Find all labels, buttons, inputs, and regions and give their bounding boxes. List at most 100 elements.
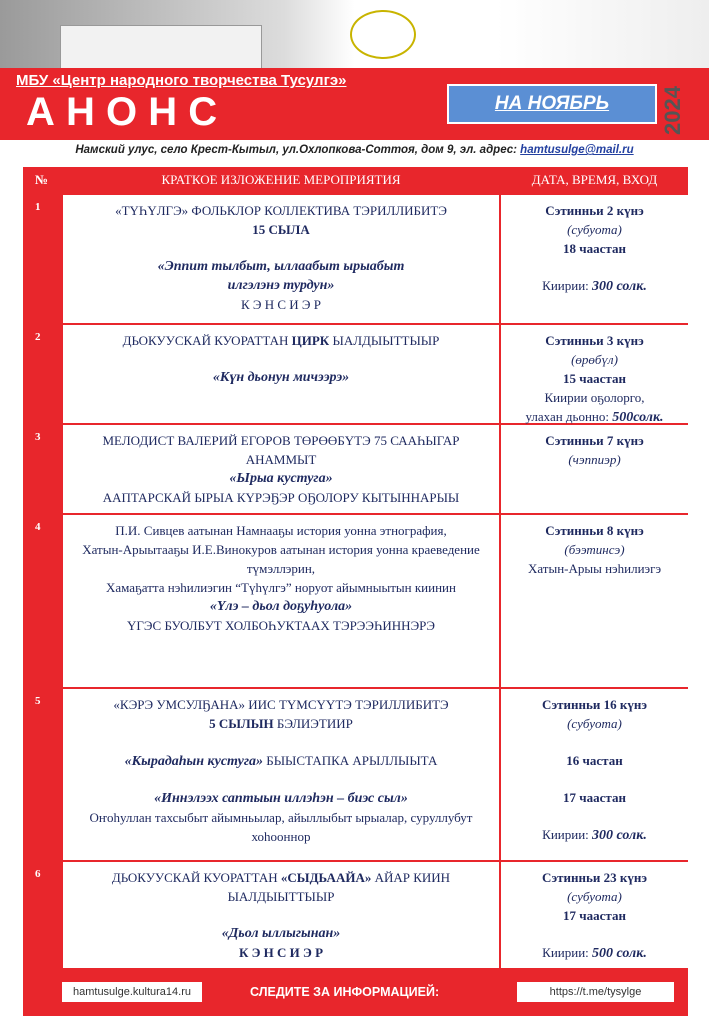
column-header: КРАТКОЕ ИЗЛОЖЕНИЕ МЕРОПРИЯТИЯ: [63, 167, 499, 193]
description-line: «Үлэ – дьол доҕуһуола»: [209, 599, 353, 614]
month: НА НОЯБРЬ: [447, 84, 657, 124]
description-line: Хамаҕатта нэһилиэгин “Түһүлгэ” норуот ай…: [106, 580, 456, 595]
event-description: ДЬОКУУСКАЙ КУОРАТТАН «СЫДЬААЙА» АЙАР КИИ…: [63, 862, 499, 968]
description-segment: АЙАР КИИН: [371, 870, 451, 885]
description-segment: БЫЫСТАПКА АРЫЛЛЫЫТА: [262, 753, 438, 768]
event-description: МЕЛОДИСТ ВАЛЕРИЙ ЕГОРОВ ТӨРӨӨБҮТЭ 75 САА…: [63, 425, 499, 513]
description-line: ДЬОКУУСКАЙ КУОРАТТАН ЦИРК ЫАЛДЫЫТТЫЫР: [63, 331, 499, 350]
column-header: ДАТА, ВРЕМЯ, ВХОД: [501, 167, 688, 193]
date-line: 18 чаастан: [563, 241, 626, 256]
event-date: Сэтинньи 23 күнэ (субуота) 17 чаастан Киири…: [501, 862, 688, 968]
date-line: Сэтинньи 7 күнэ: [545, 433, 644, 448]
address-line: Намский улус, село Крест-Кытыл, ул.Охлоп…: [0, 144, 709, 156]
building: [60, 25, 262, 72]
year: 2024: [660, 86, 685, 135]
date-segment: 300 солк.: [592, 828, 647, 843]
date-line: Сэтинньи 3 күнэ: [545, 333, 644, 348]
description-line: Хатын-Арыытааҕы И.Е.Винокуров аатынан ис…: [82, 542, 480, 576]
description-line: ЫАЛДЫЫТТЫЫР: [227, 889, 335, 904]
date-line: Киирии: 500 солк.: [501, 943, 688, 963]
date-line: Киирии: 300 солк.: [501, 825, 688, 845]
event-description: П.И. Сивцев аатынан Намнааҕы история уон…: [63, 515, 499, 687]
date-line: улахан дьонно: 500солк.: [501, 407, 688, 427]
row-number: 5: [23, 689, 61, 860]
date-line: (бээтинсэ): [564, 542, 625, 557]
row-number: 4: [23, 515, 61, 687]
description-segment: ИИС ТҮМСҮҮТЭ ТЭРИЛЛИБИТЭ: [245, 697, 449, 712]
description-line: «КЭРЭ УМСУЛҔАНА» ИИС ТҮМСҮҮТЭ ТЭРИЛЛИБИТ…: [63, 695, 499, 714]
description-segment: «Кырадаһын кустуга»: [124, 754, 263, 769]
description-segment: «КЭРЭ УМСУЛҔАНА»: [113, 697, 246, 712]
description-segment: ДЬОКУУСКАЙ КУОРАТТАН: [111, 870, 281, 885]
date-line: (субуота): [567, 222, 622, 237]
date-line: Киирии оҕолорго,: [544, 390, 645, 405]
event-description: ДЬОКУУСКАЙ КУОРАТТАН ЦИРК ЫАЛДЫЫТТЫЫР «Кү…: [63, 325, 499, 423]
description-line: 15 СЫЛА: [252, 222, 310, 237]
email[interactable]: hamtusulge@mail.ru: [520, 144, 634, 156]
date-segment: 500 солк.: [592, 946, 647, 961]
event-date: Сэтинньи 7 күнэ (чэппиэр): [501, 425, 688, 513]
row-number: 1: [23, 195, 61, 323]
follow: СЛЕДИТЕ ЗА ИНФОРМАЦИЕЙ:: [250, 985, 440, 999]
description-line: «ТҮҺҮЛГЭ» ФОЛЬКЛОР КОЛЛЕКТИВА ТЭРИЛЛИБИТ…: [115, 203, 447, 218]
date-segment: 500солк.: [612, 410, 664, 425]
telegram[interactable]: https://t.me/tysylge: [517, 982, 674, 1002]
date-line: Сэтинньи 2 күнэ: [545, 203, 644, 218]
description-segment: «СЫДЬААЙА»: [280, 870, 372, 885]
description-line: «Кырадаһын кустуга» БЫЫСТАПКА АРЫЛЛЫЫТА: [63, 751, 499, 771]
description-line: ҮГЭС БУОЛБУТ ХОЛБОҺУКТААХ ТЭРЭЭҺИННЭРЭ: [127, 618, 435, 633]
address: Намский улус, село Крест-Кытыл, ул.Охлоп…: [75, 144, 517, 156]
date-line: (субуота): [567, 716, 622, 731]
date-line: 15 чаастан: [563, 371, 626, 386]
description-segment: БЭЛИЭТИИР: [273, 716, 353, 731]
description-line: «Күн дьонун мичээрэ»: [212, 370, 350, 385]
date-line: Сэтинньи 16 күнэ: [542, 697, 647, 712]
description-line: «Дьол ыллыгынан»: [221, 926, 341, 941]
event-date: Сэтинньи 3 күнэ (өрөбүл) 15 чаастан Киирии …: [501, 325, 688, 425]
description-line: «Эппит тылбыт, ыллаабыт ырыабыт: [157, 259, 405, 274]
row-number: 2: [23, 325, 61, 423]
date-line: 17 чаастан: [563, 908, 626, 923]
description-segment: ДЬОКУУСКАЙ КУОРАТТАН: [122, 333, 292, 348]
date-segment: Киирии:: [542, 278, 589, 293]
date-line: 17 чаастан: [563, 790, 626, 805]
date-line: Сэтинньи 8 күнэ: [545, 523, 644, 538]
description-line: ДЬОКУУСКАЙ КУОРАТТАН «СЫДЬААЙА» АЙАР КИИ…: [63, 868, 499, 887]
description-line: «Иннэлээх саптыын иллэһэн – биэс сыл»: [154, 791, 408, 806]
description-line: П.И. Сивцев аатынан Намнааҕы история уон…: [115, 523, 447, 538]
org: МБУ «Центр народного творчества Тусулгэ»: [16, 72, 347, 89]
description-line: 5 СЫЛЫН БЭЛИЭТИИР: [63, 714, 499, 733]
description-segment: ЦИРК: [291, 333, 330, 348]
date-line: Хатын-Арыы нэһилиэгэ: [527, 561, 662, 576]
description-segment: 5 СЫЛЫН: [209, 716, 274, 731]
row-number: 6: [23, 862, 61, 968]
date-segment: Киирии:: [542, 827, 589, 842]
description-line: «Ырыа кустуга»: [229, 471, 333, 486]
events-table: № КРАТКОЕ ИЗЛОЖЕНИЕ МЕРОПРИЯТИЯ ДАТА, ВРЕМ…: [23, 167, 688, 968]
description-line: К Э Н С И Э Р: [240, 297, 321, 312]
site[interactable]: hamtusulge.kultura14.ru: [62, 982, 202, 1002]
column-header: №: [23, 167, 61, 193]
date-segment: 300 солк.: [592, 279, 647, 294]
event-date: Сэтинньи 16 күнэ (субуота) 16 частан 17 чаа…: [501, 689, 688, 860]
event-date: Сэтинньи 8 күнэ (бээтинсэ) Хатын-Арыы нэһи…: [501, 515, 688, 687]
description-line: илгэлэнэ турдун»: [227, 278, 335, 293]
date-line: (субуота): [567, 889, 622, 904]
row-number: 3: [23, 425, 61, 513]
event-date: Сэтинньи 2 күнэ (субуота) 18 чаастан Киирии…: [501, 195, 688, 323]
date-line: (өрөбүл): [571, 352, 618, 367]
event-description: «КЭРЭ УМСУЛҔАНА» ИИС ТҮМСҮҮТЭ ТЭРИЛЛИБИТ…: [63, 689, 499, 860]
description-line: Оҥоһуллан тахсыбыт айымньылар, айыллыбыт…: [89, 810, 473, 844]
date-line: Сэтинньи 23 күнэ: [542, 870, 647, 885]
title: А Н О Н С: [26, 90, 218, 134]
description-line: МЕЛОДИСТ ВАЛЕРИЙ ЕГОРОВ ТӨРӨӨБҮТЭ 75 САА…: [102, 433, 460, 448]
date-line: (чэппиэр): [568, 452, 621, 467]
date-line: Киирии: 300 солк.: [501, 276, 688, 296]
date-line: 16 частан: [566, 753, 623, 768]
date-segment: Киирии:: [542, 945, 589, 960]
event-description: «ТҮҺҮЛГЭ» ФОЛЬКЛОР КОЛЛЕКТИВА ТЭРИЛЛИБИТ…: [63, 195, 499, 323]
date-segment: улахан дьонно:: [525, 409, 609, 424]
description-line: АНАММЫТ: [245, 452, 317, 467]
description-line: ААПТАРСКАЙ ЫРЫА КҮРЭҔЭР ОҔОЛОРУ КЫТЫННАР…: [102, 490, 460, 505]
